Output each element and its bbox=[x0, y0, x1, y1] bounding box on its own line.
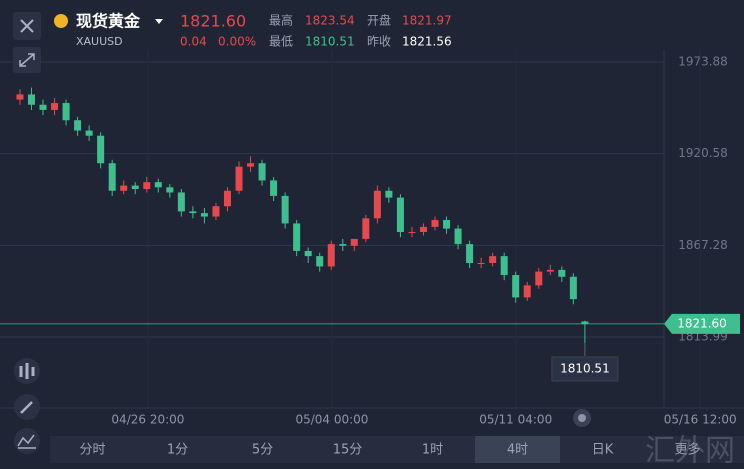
watermark: 汇外网 bbox=[645, 434, 735, 469]
tab-bar bbox=[50, 436, 744, 463]
indicator-icon bbox=[19, 363, 35, 379]
change-pct: 0.00% bbox=[218, 35, 256, 49]
candle-body bbox=[154, 182, 162, 188]
low-marker-box bbox=[551, 356, 619, 382]
candle-body bbox=[489, 256, 497, 263]
stat-value: 1823.54 bbox=[305, 14, 355, 28]
price-tag-label: 1821.60 bbox=[677, 316, 727, 330]
stat-label: 最高 bbox=[269, 13, 293, 28]
candle-body bbox=[51, 103, 59, 110]
y-tick-label: 1867.28 bbox=[678, 238, 728, 252]
candle-body bbox=[120, 185, 128, 191]
stat-value: 1810.51 bbox=[305, 35, 355, 49]
low-marker-label: 1810.51 bbox=[560, 362, 610, 376]
stat-value: 1821.56 bbox=[402, 35, 452, 49]
candle-body bbox=[581, 321, 589, 324]
candle-body bbox=[339, 244, 347, 246]
candle-body bbox=[223, 190, 231, 207]
candle-body bbox=[350, 238, 358, 246]
candle-body bbox=[212, 206, 220, 217]
draw-icon bbox=[20, 401, 33, 414]
candle-body bbox=[443, 219, 451, 229]
candle-body bbox=[258, 163, 266, 181]
reset-icon bbox=[578, 414, 586, 422]
stat-value: 1821.97 bbox=[402, 14, 452, 28]
candle-body bbox=[454, 228, 462, 245]
candle-body bbox=[74, 120, 82, 131]
x-tick-label: 05/04 00:00 bbox=[295, 413, 368, 427]
candle-body bbox=[535, 271, 543, 286]
x-tick-label: 05/16 12:00 bbox=[664, 413, 737, 427]
candle-body bbox=[523, 285, 531, 298]
candle-body bbox=[327, 244, 335, 267]
candle-body bbox=[373, 190, 381, 219]
candle-body bbox=[558, 269, 566, 277]
candle-body bbox=[431, 219, 439, 227]
y-tick-label: 1973.88 bbox=[678, 54, 728, 68]
tab[interactable]: 1时 bbox=[422, 443, 443, 458]
candle-body bbox=[247, 163, 255, 167]
candle-body bbox=[512, 275, 520, 298]
tab[interactable]: 5分 bbox=[252, 443, 273, 458]
x-tick-label: 04/26 20:00 bbox=[111, 413, 184, 427]
price: 1821.60 bbox=[180, 12, 246, 31]
candle-body bbox=[396, 197, 404, 233]
candle-body bbox=[143, 182, 151, 190]
y-tick-label: 1920.58 bbox=[678, 146, 728, 160]
candle-body bbox=[385, 190, 393, 198]
tab[interactable]: 1分 bbox=[167, 443, 188, 458]
tabs: 分时 1分 5分 15分 1时 4时 日K 更多 bbox=[79, 436, 701, 463]
candle-body bbox=[281, 195, 289, 224]
candle-body bbox=[166, 187, 174, 193]
tab[interactable]: 日K bbox=[592, 443, 614, 458]
candle-body bbox=[477, 262, 485, 264]
x-tick-label: 05/11 04:00 bbox=[479, 413, 552, 427]
candle-body bbox=[85, 130, 93, 136]
candle-body bbox=[62, 103, 70, 121]
gold-icon bbox=[54, 14, 68, 28]
symbol: XAUUSD bbox=[76, 35, 123, 48]
stat-label: 开盘 bbox=[367, 13, 391, 28]
tab[interactable]: 4时 bbox=[507, 443, 528, 458]
chart-type-icon bbox=[17, 434, 36, 449]
candle-body bbox=[316, 256, 324, 267]
candle-body bbox=[16, 94, 24, 100]
candle-body bbox=[131, 185, 139, 190]
candle-body bbox=[270, 180, 278, 196]
stat-label: 最低 bbox=[269, 35, 293, 49]
change: 0.04 bbox=[180, 35, 207, 49]
candle-body bbox=[39, 104, 47, 110]
candle-body bbox=[293, 223, 301, 251]
stat-label: 昨收 bbox=[367, 35, 391, 49]
candle-body bbox=[466, 244, 474, 263]
tab[interactable]: 更多 bbox=[674, 442, 700, 458]
price-tag bbox=[664, 313, 740, 334]
dropdown[interactable] bbox=[155, 19, 163, 24]
candle-body bbox=[177, 192, 185, 212]
candle-body bbox=[189, 211, 197, 214]
candle-body bbox=[108, 163, 116, 191]
tab[interactable]: 分时 bbox=[79, 443, 105, 458]
close-icon bbox=[20, 19, 34, 33]
candle-body bbox=[200, 213, 208, 217]
candle-body bbox=[569, 276, 577, 300]
candle-body bbox=[304, 250, 312, 257]
candle-body bbox=[235, 166, 243, 191]
fullscreen-icon bbox=[19, 53, 35, 67]
candle-body bbox=[419, 226, 427, 233]
candle-body bbox=[362, 218, 370, 239]
candle-body bbox=[500, 256, 508, 276]
candle-body bbox=[546, 269, 554, 272]
tab-active[interactable] bbox=[475, 436, 560, 463]
candle-body bbox=[27, 94, 35, 105]
title: 现货黄金 bbox=[76, 12, 141, 31]
tab[interactable]: 15分 bbox=[333, 443, 363, 458]
candle-body bbox=[408, 232, 416, 234]
candle-body bbox=[97, 135, 105, 164]
